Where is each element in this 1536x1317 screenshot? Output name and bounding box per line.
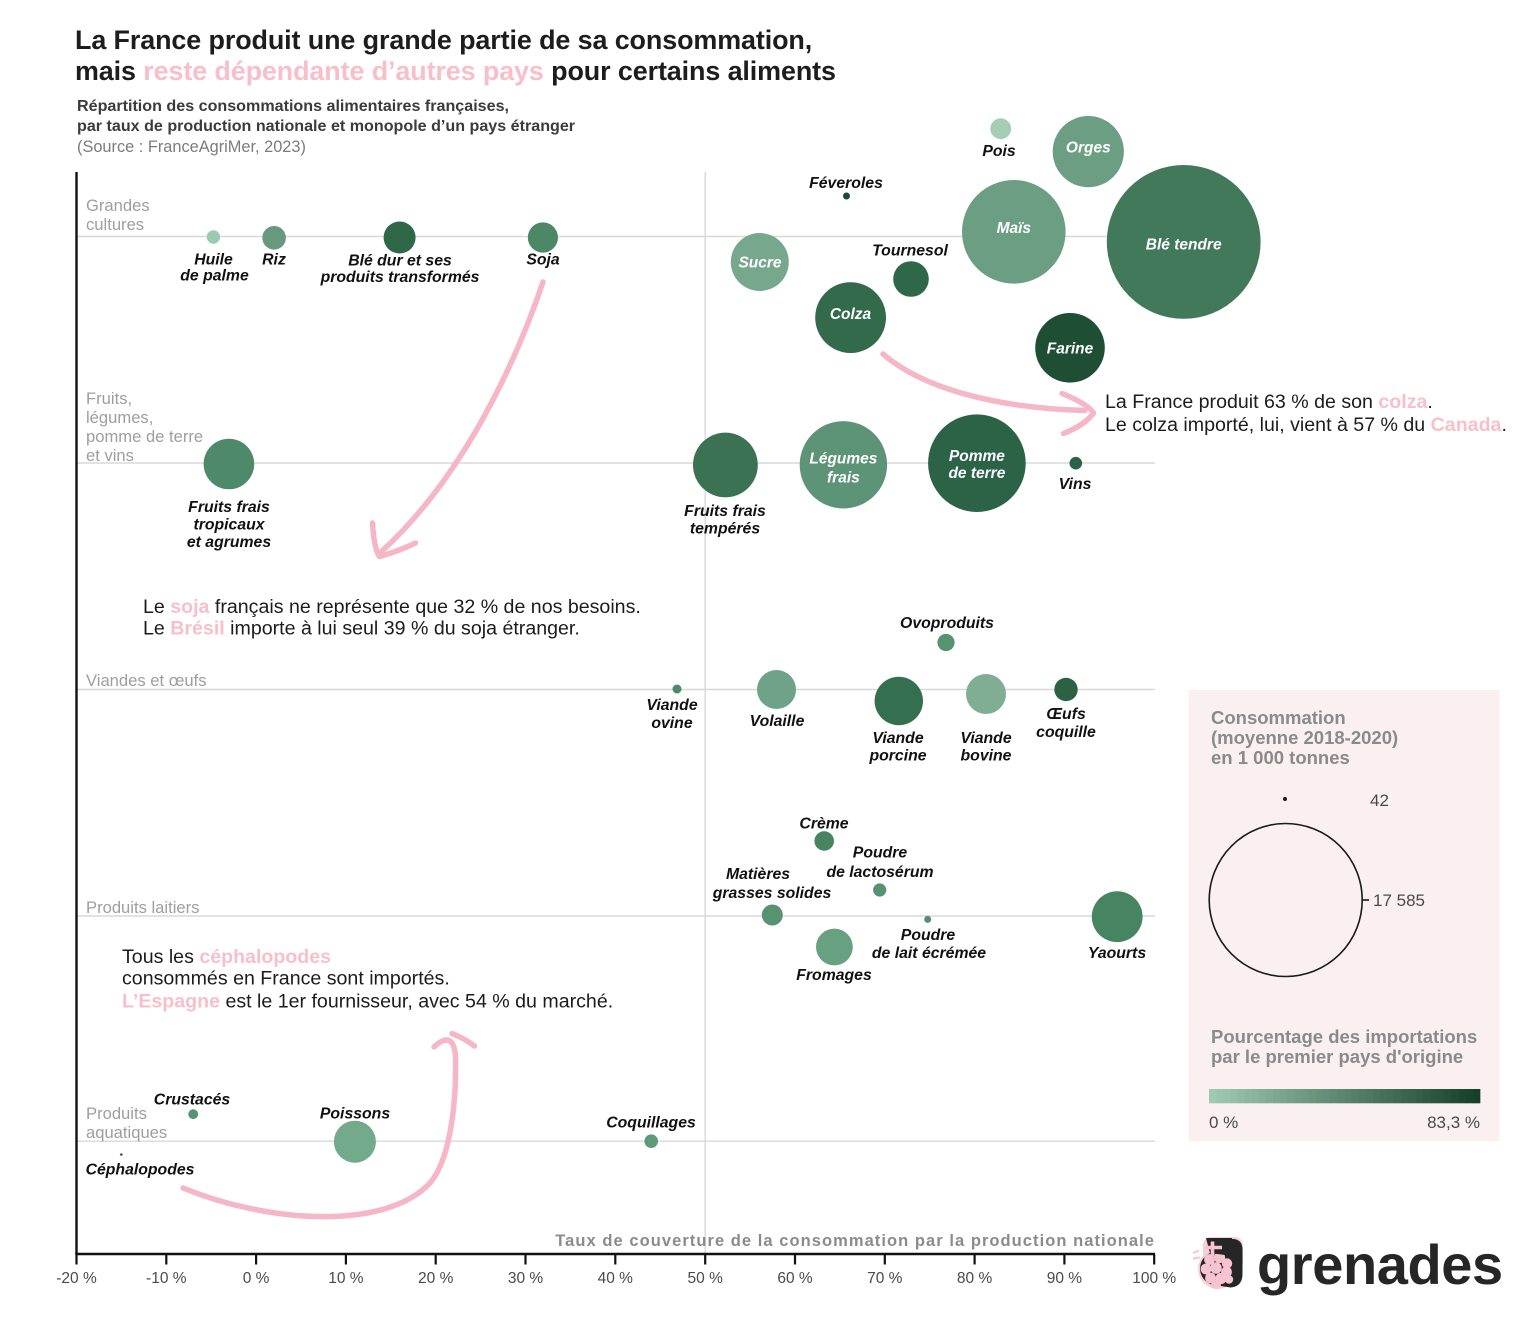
svg-text:Viande: Viande xyxy=(872,730,923,747)
svg-text:Viande: Viande xyxy=(646,697,697,714)
svg-text:Produits laitiers: Produits laitiers xyxy=(86,898,199,917)
svg-text:de lait écrémée: de lait écrémée xyxy=(872,945,986,962)
svg-text:Sucre: Sucre xyxy=(738,255,781,272)
svg-text:Pourcentage des importations: Pourcentage des importations xyxy=(1211,1026,1477,1047)
svg-text:tempérés: tempérés xyxy=(690,521,760,538)
svg-text:frais: frais xyxy=(827,470,860,487)
svg-text:40 %: 40 % xyxy=(598,1270,634,1287)
svg-text:30 %: 30 % xyxy=(508,1270,544,1287)
svg-text:Consommation: Consommation xyxy=(1211,707,1346,728)
svg-text:Matières: Matières xyxy=(726,866,790,883)
svg-text:Viande: Viande xyxy=(960,730,1011,747)
svg-text:de palme: de palme xyxy=(180,268,249,285)
svg-text:et vins: et vins xyxy=(86,446,134,465)
svg-text:Fromages: Fromages xyxy=(796,967,872,984)
svg-text:Orges: Orges xyxy=(1066,140,1111,157)
svg-text:Poudre: Poudre xyxy=(853,845,908,862)
svg-text:Blé dur et ses: Blé dur et ses xyxy=(348,253,452,270)
svg-text:Yaourts: Yaourts xyxy=(1088,945,1146,962)
svg-text:0 %: 0 % xyxy=(243,1270,270,1287)
svg-text:Grandes: Grandes xyxy=(86,196,150,215)
svg-text:83,3 %: 83,3 % xyxy=(1427,1113,1480,1132)
svg-text:-20 %: -20 % xyxy=(56,1270,97,1287)
svg-text:produits transformés: produits transformés xyxy=(320,269,480,286)
svg-text:Tournesol: Tournesol xyxy=(872,243,948,260)
svg-text:Légumes: Légumes xyxy=(809,451,877,468)
svg-text:Maïs: Maïs xyxy=(997,220,1032,237)
svg-text:Le soja français ne représente: Le soja français ne représente que 32 % … xyxy=(143,596,641,618)
svg-text:bovine: bovine xyxy=(961,748,1012,765)
svg-text:Farine: Farine xyxy=(1047,341,1094,358)
svg-text:(moyenne 2018-2020): (moyenne 2018-2020) xyxy=(1211,727,1398,748)
svg-text:coquille: coquille xyxy=(1036,724,1096,741)
svg-text:Le Brésil importe à lui seul 3: Le Brésil importe à lui seul 39 % du soj… xyxy=(143,618,580,640)
svg-text:par le premier pays d'origine: par le premier pays d'origine xyxy=(1211,1046,1463,1067)
svg-text:Riz: Riz xyxy=(262,252,286,269)
svg-text:0 %: 0 % xyxy=(1209,1113,1238,1132)
svg-text:90 %: 90 % xyxy=(1047,1270,1083,1287)
svg-text:L’Espagne est le 1er fournisse: L’Espagne est le 1er fournisseur, avec 5… xyxy=(122,991,613,1013)
svg-text:Taux de couverture de la conso: Taux de couverture de la consommation pa… xyxy=(555,1232,1155,1250)
svg-text:pomme de terre: pomme de terre xyxy=(86,427,203,446)
svg-text:50 %: 50 % xyxy=(688,1270,724,1287)
svg-text:80 %: 80 % xyxy=(957,1270,993,1287)
svg-text:de lactosérum: de lactosérum xyxy=(826,864,933,881)
svg-text:porcine: porcine xyxy=(868,748,926,765)
svg-text:Tous les céphalopodes: Tous les céphalopodes xyxy=(122,946,331,968)
svg-text:20 %: 20 % xyxy=(418,1270,454,1287)
svg-text:Pois: Pois xyxy=(982,143,1016,160)
svg-text:Féveroles: Féveroles xyxy=(809,175,883,192)
svg-text:Œufs: Œufs xyxy=(1046,706,1086,723)
svg-text:Ovoproduits: Ovoproduits xyxy=(900,615,994,632)
svg-text:Crème: Crème xyxy=(799,816,848,833)
svg-text:10 %: 10 % xyxy=(328,1270,364,1287)
svg-text:Blé tendre: Blé tendre xyxy=(1146,236,1222,253)
svg-text:Produits: Produits xyxy=(86,1104,147,1123)
svg-text:Volaille: Volaille xyxy=(750,713,805,730)
svg-text:Crustacés: Crustacés xyxy=(154,1092,231,1109)
svg-text:légumes,: légumes, xyxy=(86,408,153,427)
svg-text:de terre: de terre xyxy=(948,465,1005,482)
svg-text:et agrumes: et agrumes xyxy=(187,534,271,551)
svg-text:cultures: cultures xyxy=(86,215,144,234)
svg-text:Fruits frais: Fruits frais xyxy=(684,503,766,520)
svg-text:Viandes et œufs: Viandes et œufs xyxy=(86,671,207,690)
svg-text:Poudre: Poudre xyxy=(901,927,956,944)
svg-text:-10 %: -10 % xyxy=(146,1270,187,1287)
svg-text:consommés en France sont impor: consommés en France sont importés. xyxy=(122,968,450,990)
svg-text:Céphalopodes: Céphalopodes xyxy=(86,1162,195,1179)
svg-text:grasses solides: grasses solides xyxy=(712,885,832,902)
svg-text:grenades: grenades xyxy=(1257,1233,1503,1296)
svg-text:Fruits frais: Fruits frais xyxy=(188,499,270,516)
svg-text:42: 42 xyxy=(1370,791,1389,810)
svg-text:Fruits,: Fruits, xyxy=(86,389,132,408)
svg-text:Soja: Soja xyxy=(526,252,560,269)
svg-text:Pomme: Pomme xyxy=(949,448,1005,465)
svg-text:100 %: 100 % xyxy=(1132,1270,1176,1287)
svg-text:17 585: 17 585 xyxy=(1373,891,1425,910)
svg-text:aquatiques: aquatiques xyxy=(86,1123,167,1142)
svg-text:Le colza importé, lui, vient à: Le colza importé, lui, vient à 57 % du C… xyxy=(1105,414,1507,436)
svg-text:70 %: 70 % xyxy=(867,1270,903,1287)
svg-text:Vins: Vins xyxy=(1059,476,1092,493)
svg-text:ovine: ovine xyxy=(651,715,692,732)
svg-text:Huile: Huile xyxy=(194,252,233,269)
svg-text:tropicaux: tropicaux xyxy=(193,517,265,534)
svg-text:60 %: 60 % xyxy=(777,1270,813,1287)
svg-text:La France produit 63 % de son: La France produit 63 % de son colza. xyxy=(1105,391,1433,413)
svg-text:Poissons: Poissons xyxy=(320,1106,390,1123)
svg-text:Coquillages: Coquillages xyxy=(606,1115,696,1132)
svg-text:Colza: Colza xyxy=(830,306,872,323)
svg-text:en 1 000 tonnes: en 1 000 tonnes xyxy=(1211,747,1350,768)
